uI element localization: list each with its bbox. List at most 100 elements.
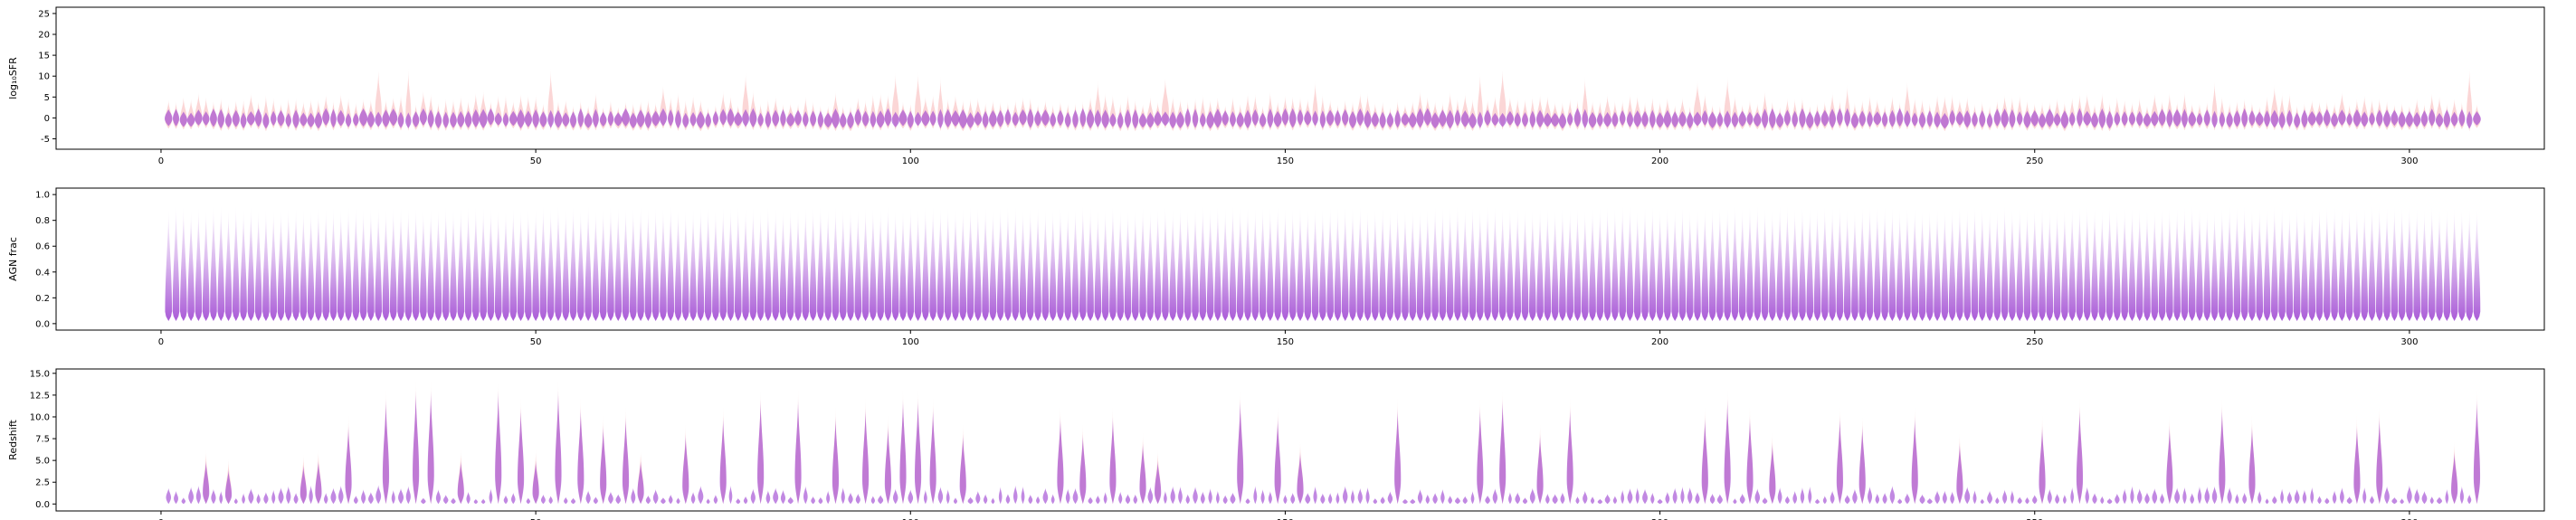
violin-redshift — [2242, 492, 2248, 505]
violin-redshift — [427, 391, 434, 505]
violin-agn-frac — [1603, 205, 1611, 322]
violin-sfr — [599, 111, 607, 128]
violin-redshift — [2017, 496, 2022, 505]
violin-sfr — [668, 109, 674, 127]
violin-sfr — [2466, 110, 2473, 129]
violin-redshift — [195, 485, 201, 505]
violin-redshift — [1762, 496, 1768, 505]
violin-redshift — [1800, 487, 1805, 505]
violin-redshift — [1351, 488, 1355, 505]
violin-redshift — [1836, 416, 1843, 505]
violin-sfr — [2413, 111, 2421, 128]
violin-sfr — [2241, 108, 2248, 128]
x-tick-label: 250 — [2026, 518, 2043, 520]
violin-sfr — [2361, 111, 2369, 128]
violin-agn-frac — [929, 206, 936, 322]
y-tick-label: 1.0 — [35, 191, 50, 201]
violin-agn-frac — [944, 207, 952, 322]
violin-sfr — [1206, 110, 1214, 129]
violin-sfr — [1972, 111, 1978, 128]
violin-agn-frac — [532, 209, 539, 322]
violin-sfr — [2450, 111, 2458, 127]
violin-sfr — [1753, 111, 1762, 128]
violin-redshift — [1746, 416, 1754, 505]
violin-agn-frac — [1619, 204, 1626, 322]
violin-redshift — [233, 497, 238, 505]
violin-agn-frac — [1521, 208, 1529, 322]
violin-redshift — [1529, 487, 1535, 505]
violin-sfr — [1334, 109, 1341, 127]
violin-sfr — [847, 111, 854, 129]
violin-sfr — [1027, 108, 1034, 128]
violin-agn-frac — [457, 207, 465, 322]
x-tick-label: 0 — [158, 156, 164, 166]
violin-agn-frac — [1409, 209, 1417, 322]
violin-redshift — [2421, 490, 2428, 505]
violin-sfr — [1535, 109, 1545, 128]
violin-agn-frac — [1686, 210, 1694, 322]
violin-sfr — [1558, 112, 1567, 129]
violin-redshift — [1830, 490, 1835, 505]
violin-sfr — [502, 112, 509, 128]
violin-agn-frac — [1251, 208, 1259, 322]
violin-redshift — [750, 488, 756, 505]
violin-sfr — [1633, 109, 1642, 128]
violin-redshift — [405, 486, 411, 505]
violin-redshift — [293, 492, 299, 505]
violin-agn-frac — [794, 209, 802, 322]
violin-redshift — [2219, 408, 2226, 505]
violin-redshift — [256, 493, 261, 505]
x-tick-label: 300 — [2400, 337, 2418, 347]
axes-frame — [55, 368, 2545, 512]
violin-redshift — [1897, 498, 1903, 505]
violin-agn-frac — [1094, 209, 1102, 322]
violin-sfr — [2143, 112, 2152, 128]
violin-sfr — [1273, 110, 1282, 128]
violin-sfr — [2473, 110, 2481, 126]
violin-redshift — [2002, 489, 2008, 505]
violin-redshift — [2197, 486, 2202, 505]
violin-redshift — [286, 486, 291, 505]
violin-sfr — [1086, 109, 1095, 129]
violin-sfr — [337, 109, 345, 127]
violin-redshift — [1882, 492, 1887, 505]
violin-redshift — [1260, 488, 1265, 505]
violin-redshift — [1200, 491, 1205, 505]
violin-redshift — [166, 487, 172, 505]
violin-sfr — [1109, 112, 1117, 128]
violin-sfr — [246, 110, 255, 126]
violin-agn-frac — [1372, 208, 1379, 322]
violin-redshift — [1808, 486, 1812, 505]
violin-redshift — [1222, 495, 1228, 505]
y-axis-label: Redshift — [7, 419, 19, 459]
violin-sfr — [1004, 109, 1012, 126]
violin-agn-frac — [1297, 206, 1304, 322]
violin-sfr — [270, 110, 277, 127]
violin-agn-frac — [2248, 209, 2256, 322]
violin-redshift — [375, 485, 382, 505]
x-tick-label: 100 — [902, 337, 919, 347]
violin-sfr — [988, 109, 997, 128]
violin-agn-frac — [2368, 204, 2376, 322]
violin-sfr — [2121, 110, 2128, 127]
violin-redshift — [631, 487, 636, 505]
violin-redshift — [1508, 491, 1512, 505]
y-tick-label: 20 — [38, 31, 50, 41]
violin-redshift — [1216, 490, 1220, 505]
violin-redshift — [577, 408, 585, 505]
violin-sfr — [1543, 112, 1552, 128]
violin-sfr — [1057, 109, 1064, 127]
y-tick-label: 0.6 — [35, 242, 50, 252]
violin-sfr — [1626, 110, 1634, 128]
violin-agn-frac — [502, 210, 509, 322]
violin-sfr — [974, 110, 983, 127]
violin-sfr — [1649, 109, 1656, 128]
violin-agn-frac — [2286, 210, 2294, 322]
violin-redshift — [2152, 487, 2158, 505]
violin-agn-frac — [577, 209, 585, 322]
violin-sfr — [1236, 111, 1244, 128]
violin-agn-frac — [434, 208, 442, 322]
violin-sfr — [1514, 111, 1521, 128]
violin-redshift — [848, 492, 853, 505]
violin-sfr — [1783, 109, 1792, 127]
